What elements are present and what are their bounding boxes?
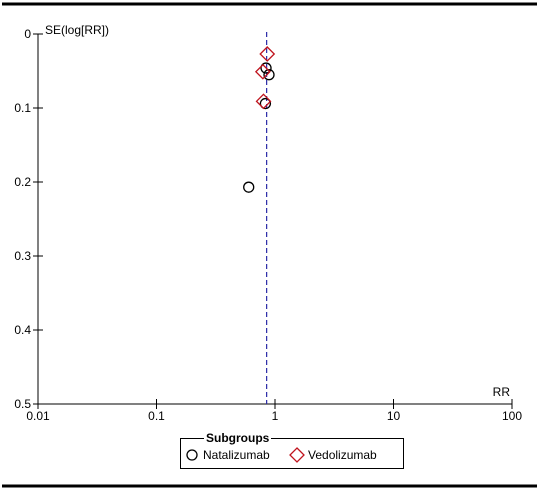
diamond-marker-icon [289,447,305,463]
circle-marker-icon [186,449,198,461]
axes: 0 0.1 0.2 0.3 0.4 0.50.01 0.1 1 10 100 [14,27,522,423]
study-point-vedolizumab [259,46,276,62]
study-point-natalizumab [260,62,272,74]
study-point-natalizumab [259,97,272,110]
study-point-natalizumab [263,69,275,81]
x-tick-label: 10 [387,409,401,423]
y-tick-label: 0.2 [14,175,31,189]
y-tick-label: 0.3 [14,249,31,263]
y-axis-label: SE(log[RR]) [45,23,109,37]
x-tick-label: 100 [502,409,522,423]
y-tick-label: 0.1 [14,101,31,115]
legend-item-vedolizumab: Vedolizumab [289,447,377,463]
x-axis-label: RR [493,385,511,399]
study-point-vedolizumab [254,63,271,80]
legend-item-natalizumab: Natalizumab [184,447,270,463]
x-tick-label: 0.01 [26,409,50,423]
y-tick-label: 0.5 [14,397,31,411]
y-tick-label: 0.4 [14,323,31,337]
legend-label-vedolizumab: Vedolizumab [308,448,377,462]
study-point-vedolizumab [255,93,272,110]
legend-title: Subgroups [204,431,272,445]
x-tick-label: 1 [272,409,279,423]
legend-label-natalizumab: Natalizumab [203,448,270,462]
study-point-natalizumab [243,181,255,193]
data-marks [243,32,276,404]
y-tick-label: 0 [24,27,31,41]
x-tick-label: 0.1 [148,409,165,423]
